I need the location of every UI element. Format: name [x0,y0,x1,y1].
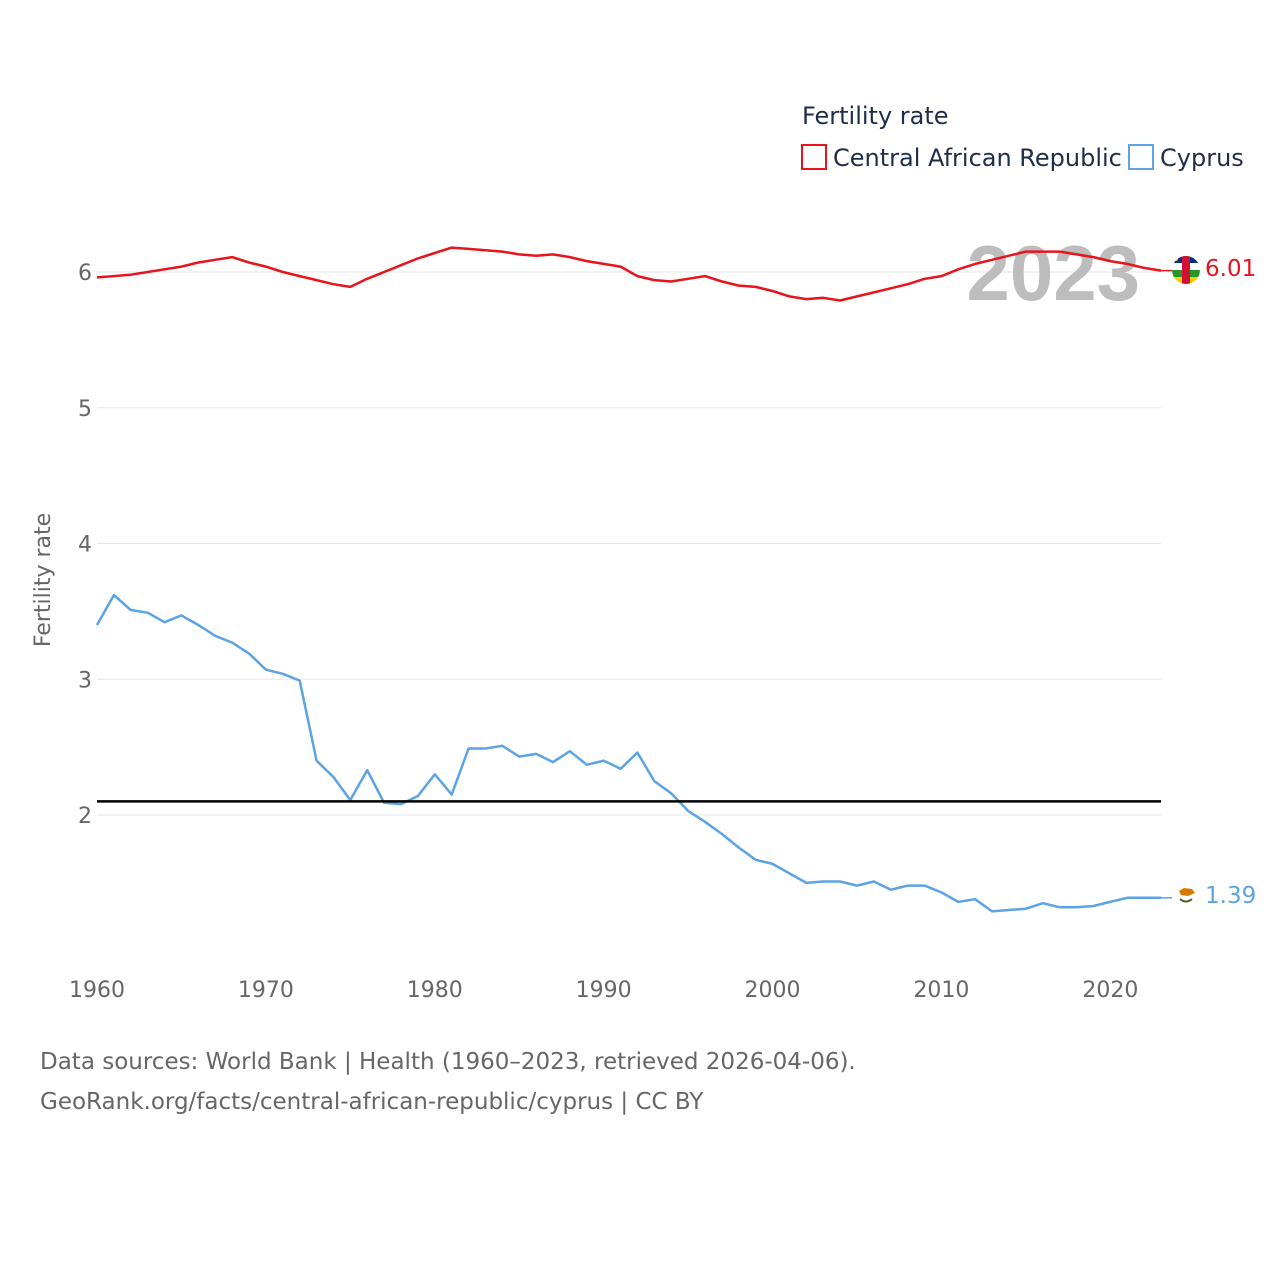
y-tick-label: 6 [78,261,92,286]
y-tick-label: 4 [78,533,92,558]
year-watermark: 2023 [966,229,1140,317]
series-lines [95,246,1172,913]
sources-line: Data sources: World Bank | Health (1960–… [40,1049,856,1075]
y-tick-label: 3 [78,668,92,693]
x-tick-label: 2000 [745,978,801,1003]
y-tick-label: 2 [78,804,92,829]
x-tick-label: 1980 [407,978,463,1003]
cyprus-flag-icon [1172,882,1200,910]
x-tick-label: 1990 [576,978,632,1003]
legend-label-central-african-republic[interactable]: Central African Republic [833,144,1122,172]
end-label-central-african-republic: 6.01 [1205,256,1256,282]
legend-label-cyprus[interactable]: Cyprus [1160,144,1244,172]
x-tick-label: 2020 [1082,978,1138,1003]
x-axis-ticks: 1960 1970 1980 1990 2000 2010 2020 [69,978,1138,1003]
y-axis-label: Fertility rate [31,513,56,647]
grid-lines [97,271,1161,816]
series-line-cyprus[interactable] [95,593,1161,913]
x-tick-label: 1960 [69,978,125,1003]
legend-swatch-cyprus[interactable] [1128,144,1154,170]
y-axis-ticks: 2 3 4 5 6 [78,261,92,829]
x-tick-label: 1970 [238,978,294,1003]
series-line-central-african-republic[interactable] [96,246,1162,302]
legend-swatch-central-african-republic[interactable] [801,144,827,170]
y-tick-label: 5 [78,397,92,422]
fertility-line-chart: 2 3 4 5 6 1960 1970 1980 1990 2000 2010 2020 Ferti… [31,102,1256,1003]
data-sources-footer: Data sources: World Bank | Health (1960–… [40,1042,856,1122]
legend-title: Fertility rate [802,102,949,130]
x-tick-label: 2010 [913,978,969,1003]
end-label-cyprus: 1.39 [1205,883,1256,909]
central-african-republic-flag-icon [1172,256,1200,284]
attribution-link[interactable]: GeoRank.org/facts/central-african-republ… [40,1089,704,1115]
